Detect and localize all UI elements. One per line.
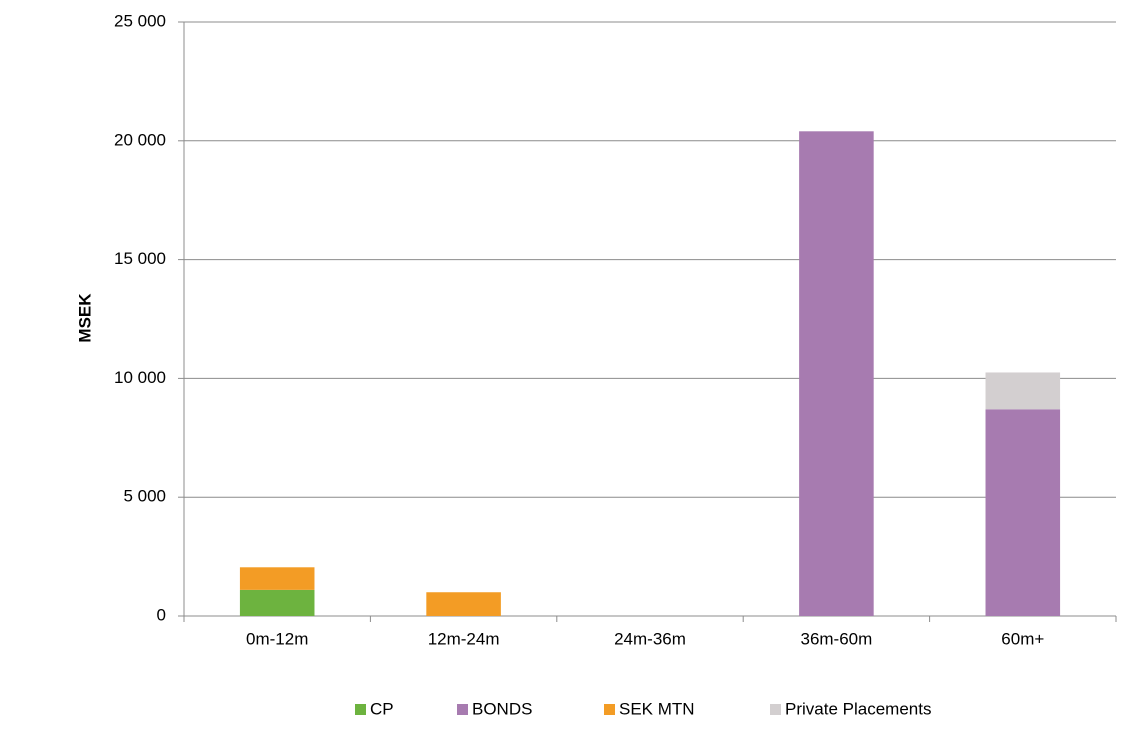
bar-segment (239, 567, 315, 590)
bar-segment (239, 589, 315, 616)
x-tick-label: 12m-24m (428, 629, 500, 648)
y-tick-label: 15 000 (114, 249, 166, 268)
bar-segment (799, 131, 874, 616)
x-tick-label: 60m+ (1001, 629, 1044, 648)
y-tick-label: 25 000 (114, 11, 166, 30)
legend-label: Private Placements (785, 699, 931, 718)
bar-segment (985, 409, 1061, 616)
x-tick-label: 36m-60m (800, 629, 872, 648)
legend-swatch (770, 704, 781, 715)
legend-label: BONDS (472, 699, 532, 718)
y-tick-label: 20 000 (114, 130, 166, 149)
y-tick-label: 5 000 (123, 487, 166, 506)
y-tick-label: 0 (157, 605, 166, 624)
bar-segment (985, 372, 1061, 410)
legend-label: CP (370, 699, 394, 718)
x-tick-label: 0m-12m (246, 629, 308, 648)
legend-label: SEK MTN (619, 699, 695, 718)
bar-segment (426, 592, 501, 616)
y-axis-title: MSEK (75, 293, 94, 343)
y-tick-label: 10 000 (114, 368, 166, 387)
legend-swatch (457, 704, 468, 715)
legend-swatch (355, 704, 366, 715)
x-tick-label: 24m-36m (614, 629, 686, 648)
legend-swatch (604, 704, 615, 715)
